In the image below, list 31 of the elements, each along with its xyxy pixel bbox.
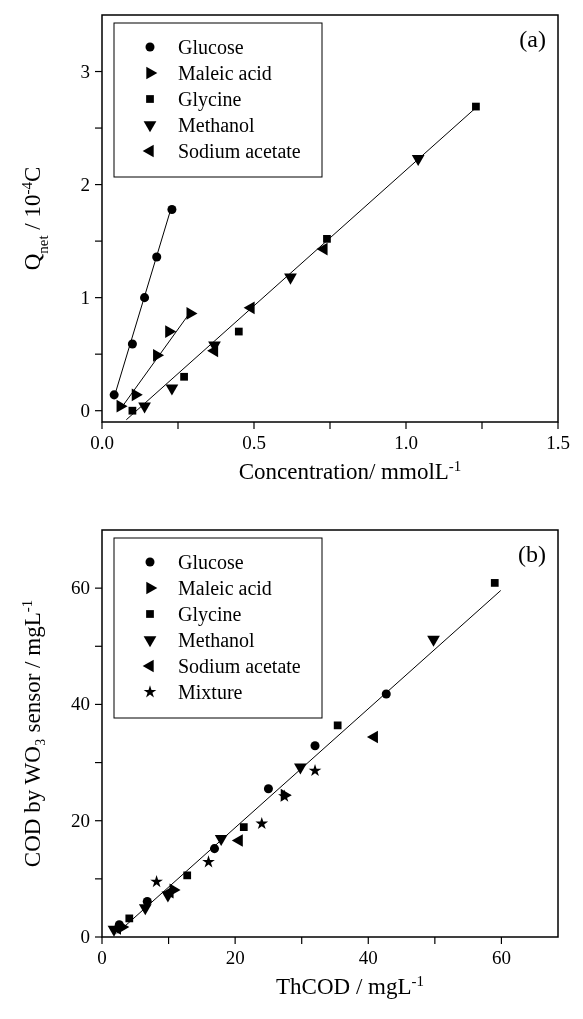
- y-tick-label: 3: [80, 60, 90, 82]
- x-tick-label: 40: [358, 947, 378, 968]
- x-axis-title: Concentration/ mmolL$^{-1}$: [238, 458, 462, 484]
- legend-label: Glycine: [178, 603, 242, 626]
- y-tick-label: 60: [71, 577, 90, 599]
- legend-label: Maleic acid: [178, 62, 272, 84]
- x-tick-label: 60: [491, 947, 511, 968]
- y-tick-label: 40: [71, 693, 90, 715]
- x-tick-label: 1.0: [394, 432, 418, 453]
- x-tick-label: 0.5: [242, 432, 266, 453]
- x-axis-title: ThCOD / mgL$^{-1}$: [276, 973, 424, 999]
- legend-label: Maleic acid: [178, 577, 272, 599]
- y-tick-label: 20: [71, 809, 90, 831]
- annotation: (b): [518, 541, 546, 567]
- legend-label: Sodium acetate: [178, 655, 301, 677]
- annotation: (a): [519, 26, 546, 52]
- y-tick-label: 0: [80, 926, 90, 947]
- legend-label: Methanol: [178, 114, 256, 136]
- y-tick-label: 2: [80, 173, 90, 195]
- legend-label: Mixture: [178, 681, 243, 703]
- y-tick-label: 0: [80, 399, 90, 421]
- legend-label: Glucose: [178, 36, 244, 58]
- x-tick-label: 0.0: [90, 432, 114, 453]
- x-tick-label: 20: [225, 947, 245, 968]
- legend-label: Glucose: [178, 551, 244, 573]
- legend-label: Methanol: [178, 629, 256, 651]
- legend-label: Glycine: [178, 88, 242, 111]
- legend-label: Sodium acetate: [178, 140, 301, 162]
- x-tick-label: 0: [97, 947, 107, 968]
- x-tick-label: 1.5: [546, 432, 570, 453]
- y-tick-label: 1: [80, 286, 90, 308]
